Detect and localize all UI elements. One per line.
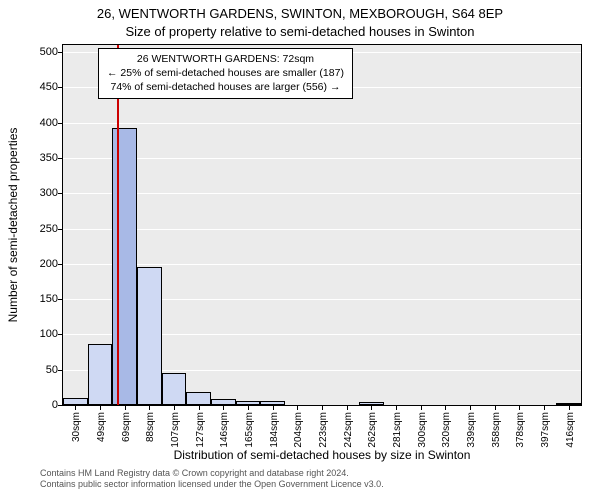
y-tick-label: 0: [8, 399, 58, 411]
y-tick-label: 300: [8, 187, 58, 199]
y-tick-label: 500: [8, 46, 58, 58]
y-tick-label: 250: [8, 223, 58, 235]
x-tick: [100, 405, 101, 410]
x-tick-label: 69sqm: [121, 412, 132, 452]
x-tick-label: 49sqm: [96, 412, 107, 452]
y-tick: [58, 229, 63, 230]
x-tick: [248, 405, 249, 410]
x-tick-label: 107sqm: [170, 412, 181, 452]
y-tick: [58, 123, 63, 124]
x-tick: [396, 405, 397, 410]
x-tick: [445, 405, 446, 410]
x-tick: [371, 405, 372, 410]
x-tick: [75, 405, 76, 410]
x-tick-label: 339sqm: [466, 412, 477, 452]
x-tick: [347, 405, 348, 410]
y-tick-label: 400: [8, 117, 58, 129]
x-tick-label: 281sqm: [392, 412, 403, 452]
y-tick: [58, 264, 63, 265]
x-tick: [569, 405, 570, 410]
x-tick: [125, 405, 126, 410]
x-tick-label: 30sqm: [71, 412, 82, 452]
histogram-bar: [162, 373, 187, 405]
x-tick: [297, 405, 298, 410]
gridline: [63, 158, 581, 159]
histogram-bar: [63, 398, 88, 405]
x-tick-label: 397sqm: [540, 412, 551, 452]
marker-line: [117, 45, 119, 405]
histogram-bar: [137, 267, 162, 405]
x-tick-label: 204sqm: [293, 412, 304, 452]
y-tick-label: 350: [8, 152, 58, 164]
y-tick-label: 50: [8, 364, 58, 376]
x-tick: [223, 405, 224, 410]
x-tick: [495, 405, 496, 410]
x-tick: [421, 405, 422, 410]
info-line-3: 74% of semi-detached houses are larger (…: [107, 80, 344, 94]
chart-title-line1: 26, WENTWORTH GARDENS, SWINTON, MEXBOROU…: [0, 6, 600, 21]
x-tick-label: 146sqm: [219, 412, 230, 452]
x-tick-label: 378sqm: [515, 412, 526, 452]
x-tick: [149, 405, 150, 410]
gridline: [63, 264, 581, 265]
y-tick: [58, 193, 63, 194]
x-tick: [544, 405, 545, 410]
y-tick: [58, 405, 63, 406]
y-tick-label: 100: [8, 328, 58, 340]
x-tick: [322, 405, 323, 410]
info-box: 26 WENTWORTH GARDENS: 72sqm ← 25% of sem…: [98, 48, 353, 99]
chart-title-line2: Size of property relative to semi-detach…: [0, 24, 600, 39]
x-tick: [273, 405, 274, 410]
x-tick: [519, 405, 520, 410]
x-tick-label: 88sqm: [145, 412, 156, 452]
footer-text: Contains HM Land Registry data © Crown c…: [40, 468, 580, 491]
gridline: [63, 229, 581, 230]
footer-line-2: Contains public sector information licen…: [40, 479, 580, 490]
info-line-1: 26 WENTWORTH GARDENS: 72sqm: [107, 52, 344, 66]
info-line-2: ← 25% of semi-detached houses are smalle…: [107, 66, 344, 80]
y-tick: [58, 299, 63, 300]
gridline: [63, 193, 581, 194]
x-tick-label: 223sqm: [318, 412, 329, 452]
x-tick-label: 242sqm: [343, 412, 354, 452]
x-tick-label: 300sqm: [417, 412, 428, 452]
x-tick-label: 127sqm: [195, 412, 206, 452]
y-tick: [58, 87, 63, 88]
x-tick-label: 262sqm: [367, 412, 378, 452]
x-tick-label: 165sqm: [244, 412, 255, 452]
y-tick-label: 450: [8, 81, 58, 93]
footer-line-1: Contains HM Land Registry data © Crown c…: [40, 468, 580, 479]
x-tick: [174, 405, 175, 410]
y-tick-label: 150: [8, 293, 58, 305]
gridline: [63, 123, 581, 124]
x-tick: [470, 405, 471, 410]
x-tick-label: 358sqm: [491, 412, 502, 452]
chart-container: 26, WENTWORTH GARDENS, SWINTON, MEXBOROU…: [0, 0, 600, 500]
x-tick-label: 416sqm: [565, 412, 576, 452]
y-tick: [58, 158, 63, 159]
x-tick: [199, 405, 200, 410]
y-tick: [58, 52, 63, 53]
histogram-bar: [186, 392, 211, 405]
histogram-bar: [88, 344, 113, 405]
y-tick: [58, 334, 63, 335]
x-tick-label: 320sqm: [441, 412, 452, 452]
y-tick-label: 200: [8, 258, 58, 270]
y-tick: [58, 370, 63, 371]
x-tick-label: 184sqm: [269, 412, 280, 452]
